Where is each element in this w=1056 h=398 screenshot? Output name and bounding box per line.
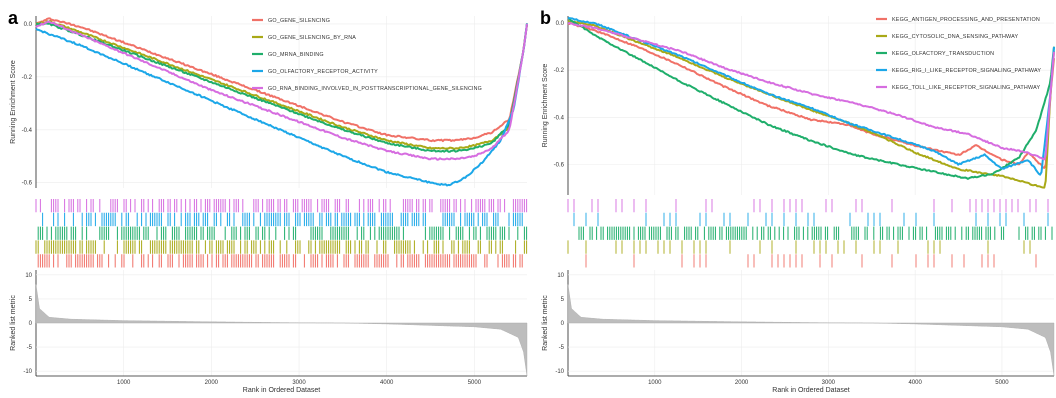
metric-tick-label: 5 bbox=[561, 297, 565, 303]
legend-label: GO_OLFACTORY_RECEPTOR_ACTIVITY bbox=[268, 69, 378, 75]
metric-tick-label: 10 bbox=[25, 273, 32, 279]
panel-letter: a bbox=[8, 8, 19, 28]
es-tick-label: -0.6 bbox=[554, 162, 565, 168]
hit-strip bbox=[37, 254, 523, 268]
legend-label: GO_GENE_SILENCING bbox=[268, 18, 330, 24]
legend-label: KEGG_OLFACTORY_TRANSDUCTION bbox=[892, 51, 994, 57]
metric-axis-title: Ranked list metric bbox=[542, 295, 549, 351]
metric-tick-label: -5 bbox=[559, 345, 565, 351]
legend-label: KEGG_CYTOSOLIC_DNA_SENSING_PATHWAY bbox=[892, 34, 1019, 40]
es-tick-label: -0.4 bbox=[22, 128, 33, 134]
es-tick-label: -0.6 bbox=[22, 181, 33, 187]
metric-tick-label: -10 bbox=[23, 369, 32, 375]
es-tick-label: -0.2 bbox=[22, 75, 33, 81]
hit-strip bbox=[37, 226, 528, 240]
hit-strip bbox=[567, 199, 1049, 213]
x-tick-label: 5000 bbox=[468, 380, 482, 386]
es-line bbox=[567, 16, 1055, 176]
es-line bbox=[567, 17, 1055, 180]
es-line bbox=[35, 17, 528, 143]
x-tick-label: 2000 bbox=[735, 380, 749, 386]
x-axis-title: Rank in Ordered Dataset bbox=[772, 387, 849, 394]
hit-strip bbox=[585, 254, 1037, 268]
hit-strip bbox=[578, 226, 1053, 240]
legend-label: GO_RNA_BINDING_INVOLVED_IN_POSTTRANSCRIP… bbox=[268, 86, 482, 92]
es-line bbox=[567, 22, 1055, 169]
x-tick-label: 3000 bbox=[292, 380, 306, 386]
es-line bbox=[35, 22, 528, 153]
legend-label: KEGG_TOLL_LIKE_RECEPTOR_SIGNALING_PATHWA… bbox=[892, 85, 1041, 91]
es-tick-label: 0.0 bbox=[556, 21, 565, 27]
metric-tick-label: 0 bbox=[29, 321, 33, 327]
es-line bbox=[35, 20, 528, 161]
legend-label: KEGG_RIG_I_LIKE_RECEPTOR_SIGNALING_PATHW… bbox=[892, 68, 1041, 74]
es-line bbox=[567, 19, 1055, 189]
metric-area bbox=[35, 284, 528, 377]
metric-area bbox=[567, 284, 1055, 377]
metric-tick-label: 10 bbox=[557, 273, 564, 279]
hit-strip bbox=[567, 240, 1031, 254]
es-tick-label: 0.0 bbox=[24, 22, 33, 28]
legend-label: GO_MRNA_BINDING bbox=[268, 52, 324, 58]
es-tick-label: -0.4 bbox=[554, 115, 565, 121]
metric-tick-label: 5 bbox=[29, 297, 33, 303]
es-axis-title: Running Enrichment Score bbox=[10, 60, 17, 144]
es-line bbox=[567, 22, 1055, 161]
metric-axis-title: Ranked list metric bbox=[10, 295, 17, 351]
panel-letter: b bbox=[540, 8, 551, 28]
x-tick-label: 4000 bbox=[380, 380, 394, 386]
panel-b: b 0.0 -0.2 -0.4 -0.6 Running Enrichment Score… bbox=[540, 8, 1055, 394]
es-line bbox=[35, 23, 528, 187]
es-tick-label: -0.2 bbox=[554, 68, 565, 74]
es-axis-title: Running Enrichment Score bbox=[542, 64, 549, 148]
metric-tick-label: -10 bbox=[555, 369, 564, 375]
x-tick-label: 3000 bbox=[822, 380, 836, 386]
panel-a: a 0.0 -0.2 -0.4 -0.6 Running Enrichment Score… bbox=[8, 8, 528, 394]
x-tick-label: 5000 bbox=[995, 380, 1009, 386]
metric-tick-label: -5 bbox=[27, 345, 33, 351]
legend-label: GO_GENE_SILENCING_BY_RNA bbox=[268, 35, 356, 41]
legend-label: KEGG_ANTIGEN_PROCESSING_AND_PRESENTATION bbox=[892, 17, 1040, 23]
hit-strip bbox=[35, 199, 528, 213]
hit-strip bbox=[42, 212, 523, 227]
metric-tick-label: 0 bbox=[561, 321, 565, 327]
x-tick-label: 1000 bbox=[648, 380, 662, 386]
x-tick-label: 2000 bbox=[205, 380, 219, 386]
x-tick-label: 1000 bbox=[117, 380, 131, 386]
hit-strip bbox=[35, 240, 528, 254]
hit-strip bbox=[573, 212, 1049, 227]
es-line bbox=[35, 20, 528, 150]
x-tick-label: 4000 bbox=[908, 380, 922, 386]
x-axis-title: Rank in Ordered Dataset bbox=[243, 387, 320, 394]
